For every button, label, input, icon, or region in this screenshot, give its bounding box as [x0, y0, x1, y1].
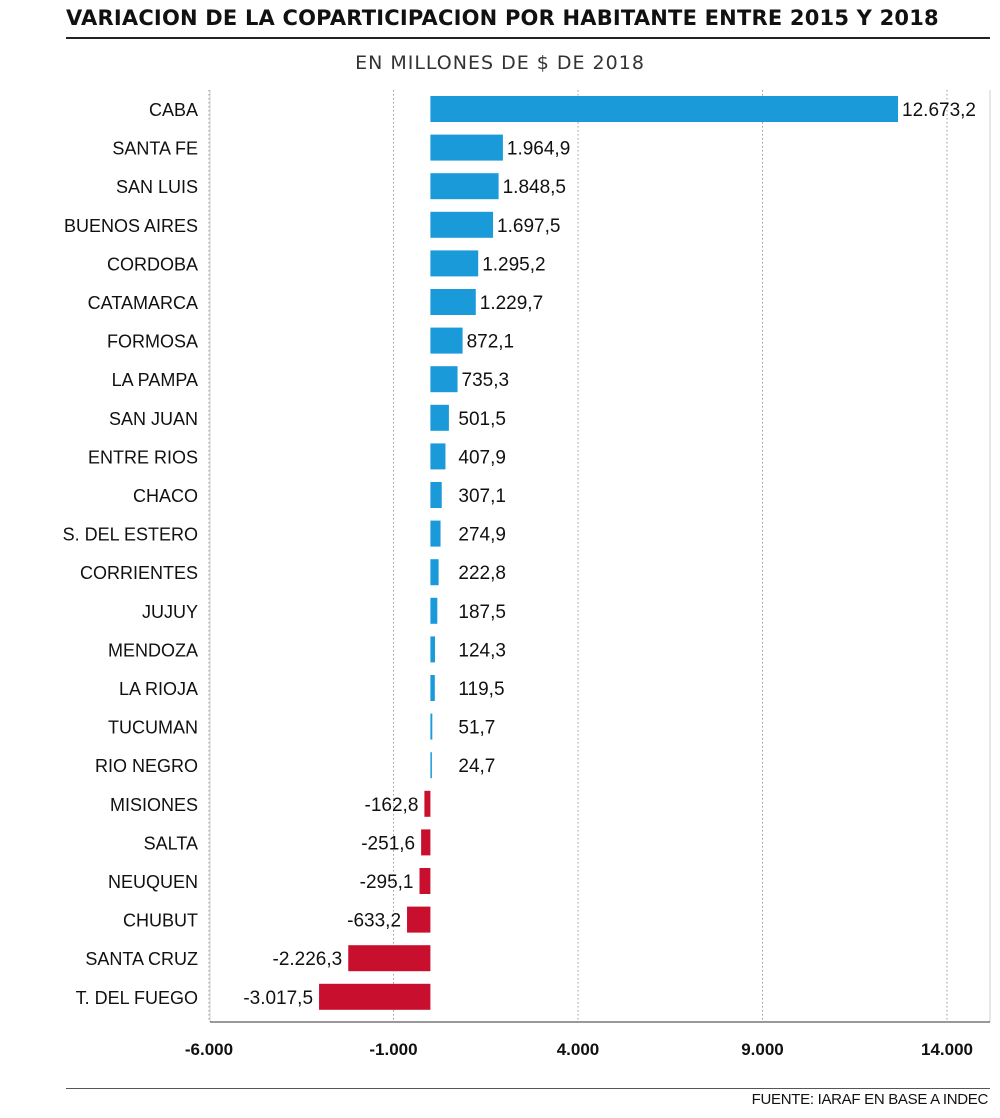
category-label: CORDOBA [107, 254, 198, 274]
bar [419, 868, 431, 894]
value-label: -2.226,3 [273, 949, 343, 970]
bar [430, 482, 442, 508]
value-label: 1.229,7 [480, 293, 543, 314]
category-label: MISIONES [110, 795, 198, 815]
x-tick-label: 4.000 [557, 1040, 600, 1059]
value-label: 51,7 [458, 718, 495, 739]
category-label: FORMOSA [107, 332, 198, 352]
bar [430, 520, 441, 547]
chart-title: VARIACION DE LA COPARTICIPACION POR HABI… [66, 6, 939, 30]
bar [430, 675, 435, 701]
bar [430, 250, 479, 277]
value-label: 24,7 [458, 756, 495, 777]
bar [430, 96, 899, 122]
x-tick-label: -6.000 [185, 1040, 233, 1059]
source-note: FUENTE: IARAF EN BASE A INDEC [751, 1091, 989, 1108]
category-label: ENTRE RIOS [88, 447, 198, 467]
category-label: MENDOZA [108, 640, 198, 660]
value-label: 1.295,2 [482, 254, 545, 275]
value-label: 1.697,5 [497, 216, 560, 237]
bar [430, 752, 432, 779]
title-rule [66, 37, 990, 39]
value-label: -251,6 [361, 833, 415, 854]
bar [430, 597, 438, 624]
chart-subtitle: EN MILLONES DE $ DE 2018 [355, 52, 645, 74]
category-label: TUCUMAN [108, 718, 198, 738]
bar [430, 289, 476, 315]
bar [430, 134, 503, 161]
value-label: -633,2 [347, 911, 401, 932]
category-label: SANTA FE [112, 139, 198, 159]
category-label: RIO NEGRO [95, 756, 198, 776]
category-label: JUJUY [142, 602, 198, 622]
x-tick-label: 9.000 [741, 1040, 784, 1059]
category-label: CHUBUT [123, 911, 198, 931]
value-label: -3.017,5 [243, 988, 313, 1009]
category-label: SAN JUAN [109, 409, 198, 429]
source-rule [66, 1088, 990, 1089]
category-label: CORRIENTES [80, 563, 198, 583]
bar [319, 983, 431, 1010]
bar [424, 790, 431, 817]
bar [430, 559, 439, 586]
value-label: -162,8 [365, 795, 419, 816]
bar [348, 945, 431, 972]
bar [430, 211, 494, 238]
x-tick-label: 14.000 [921, 1040, 973, 1059]
bar [421, 829, 431, 856]
category-label: T. DEL FUEGO [76, 988, 198, 1008]
bar [430, 636, 435, 663]
category-label: CHACO [133, 486, 198, 506]
bar [430, 713, 433, 740]
category-label: NEUQUEN [108, 872, 198, 892]
category-label: SANTA CRUZ [85, 949, 198, 969]
value-label: 872,1 [467, 332, 515, 353]
bar [430, 327, 463, 354]
value-label: 12.673,2 [902, 100, 976, 121]
category-label: LA PAMPA [112, 370, 198, 390]
value-label: 501,5 [458, 409, 506, 430]
value-label: 1.848,5 [503, 177, 566, 198]
category-label: BUENOS AIRES [64, 216, 198, 236]
bar [430, 173, 499, 200]
category-label: LA RIOJA [119, 679, 198, 699]
bar [430, 443, 446, 470]
category-label: CABA [149, 100, 198, 120]
category-label: SALTA [144, 833, 198, 853]
category-label: CATAMARCA [88, 293, 198, 313]
value-label: 735,3 [462, 370, 510, 391]
bar-chart: -6.000 -1.000 4.000 9.000 14.000 CABA 12.673,2… [63, 90, 991, 1059]
value-label: 119,5 [458, 679, 504, 700]
value-label: 274,9 [458, 525, 506, 546]
value-label: 222,8 [458, 563, 506, 584]
x-tick-label: -1.000 [369, 1040, 417, 1059]
value-label: 187,5 [458, 602, 506, 623]
bar [430, 366, 458, 393]
value-label: 124,3 [458, 640, 506, 661]
category-label: SAN LUIS [116, 177, 198, 197]
value-label: 1.964,9 [507, 139, 570, 160]
bar [407, 906, 431, 933]
category-label: S. DEL ESTERO [63, 525, 198, 545]
bar [430, 404, 449, 431]
value-label: 307,1 [458, 486, 506, 507]
value-label: 407,9 [458, 447, 506, 468]
value-label: -295,1 [360, 872, 414, 893]
